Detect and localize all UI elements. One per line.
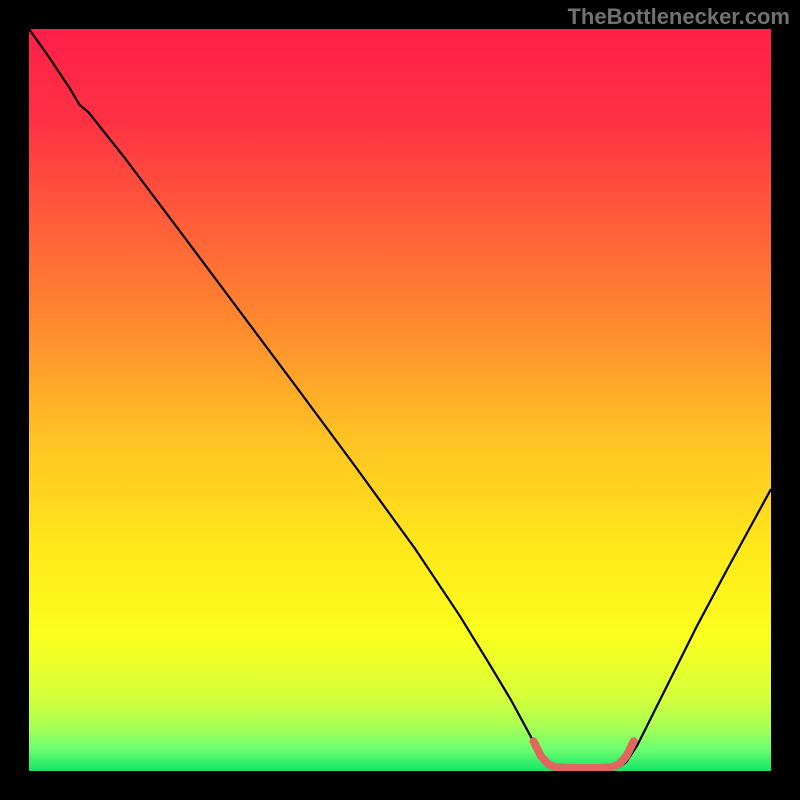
plot-area bbox=[29, 29, 771, 771]
chart-frame: TheBottlenecker.com bbox=[0, 0, 800, 800]
chart-svg bbox=[29, 29, 771, 771]
attribution-text: TheBottlenecker.com bbox=[567, 4, 790, 30]
gradient-background bbox=[29, 29, 771, 771]
